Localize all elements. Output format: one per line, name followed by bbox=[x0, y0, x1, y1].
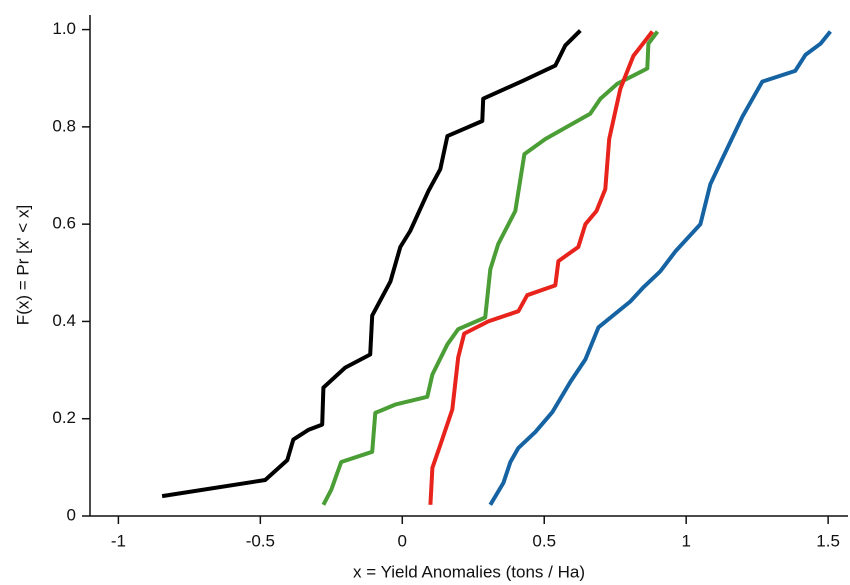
x-tick-label: -1 bbox=[111, 531, 126, 550]
y-tick-label: 1.0 bbox=[52, 19, 76, 38]
y-tick-label: 0.2 bbox=[52, 408, 76, 427]
y-tick-label: 0 bbox=[67, 505, 76, 524]
cdf-line bbox=[488, 30, 832, 506]
x-tick-label: 0.5 bbox=[532, 531, 556, 550]
x-axis-label: x = Yield Anomalies (tons / Ha) bbox=[353, 562, 585, 581]
cdf-line bbox=[321, 30, 660, 506]
x-tick-label: 0 bbox=[398, 531, 407, 550]
x-tick-label: 1.5 bbox=[816, 531, 840, 550]
cdf-line bbox=[161, 29, 582, 499]
cdf-line bbox=[428, 30, 654, 505]
x-tick-label: 1 bbox=[681, 531, 690, 550]
y-tick-label: 0.8 bbox=[52, 116, 76, 135]
x-tick-label: -0.5 bbox=[246, 531, 275, 550]
y-axis-label: F(x) = Pr [x' < x] bbox=[13, 205, 32, 325]
y-tick-label: 0.4 bbox=[52, 311, 76, 330]
y-tick-label: 0.6 bbox=[52, 214, 76, 233]
